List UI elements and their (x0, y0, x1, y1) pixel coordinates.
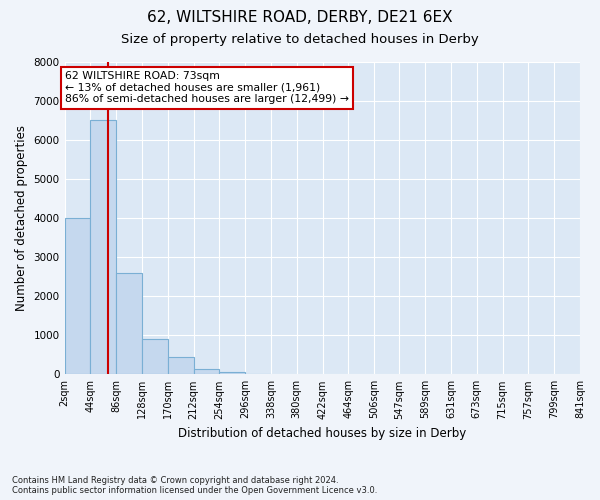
Bar (220, 372, 245, 374)
Text: 62 WILTSHIRE ROAD: 73sqm
← 13% of detached houses are smaller (1,961)
86% of sem: 62 WILTSHIRE ROAD: 73sqm ← 13% of detach… (65, 72, 349, 104)
Bar (168, 356, 194, 374)
Bar (91, 120, 116, 374)
Text: 62, WILTSHIRE ROAD, DERBY, DE21 6EX: 62, WILTSHIRE ROAD, DERBY, DE21 6EX (147, 10, 453, 25)
Bar (194, 369, 220, 374)
X-axis label: Distribution of detached houses by size in Derby: Distribution of detached houses by size … (178, 427, 466, 440)
Bar (142, 339, 168, 374)
Bar (116, 272, 142, 374)
Text: Size of property relative to detached houses in Derby: Size of property relative to detached ho… (121, 32, 479, 46)
Y-axis label: Number of detached properties: Number of detached properties (15, 125, 28, 311)
Bar (65, 218, 91, 374)
Text: Contains HM Land Registry data © Crown copyright and database right 2024.
Contai: Contains HM Land Registry data © Crown c… (12, 476, 377, 495)
